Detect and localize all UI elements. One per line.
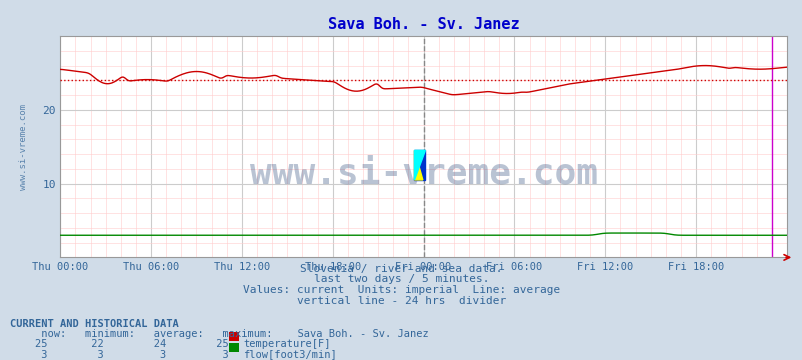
Text: Values: current  Units: imperial  Line: average: Values: current Units: imperial Line: av… bbox=[242, 285, 560, 295]
Text: www.si-vreme.com: www.si-vreme.com bbox=[19, 104, 28, 190]
Text: Slovenia / river and sea data.: Slovenia / river and sea data. bbox=[300, 264, 502, 274]
Text: 3        3         3         3: 3 3 3 3 bbox=[10, 350, 228, 360]
Text: www.si-vreme.com: www.si-vreme.com bbox=[249, 156, 597, 190]
Title: Sava Boh. - Sv. Janez: Sava Boh. - Sv. Janez bbox=[327, 17, 519, 32]
Polygon shape bbox=[414, 150, 425, 180]
Text: temperature[F]: temperature[F] bbox=[243, 339, 330, 349]
Text: last two days / 5 minutes.: last two days / 5 minutes. bbox=[314, 274, 488, 284]
Text: now:   minimum:   average:   maximum:    Sava Boh. - Sv. Janez: now: minimum: average: maximum: Sava Boh… bbox=[10, 329, 427, 339]
Text: vertical line - 24 hrs  divider: vertical line - 24 hrs divider bbox=[297, 296, 505, 306]
Text: CURRENT AND HISTORICAL DATA: CURRENT AND HISTORICAL DATA bbox=[10, 319, 178, 329]
Polygon shape bbox=[414, 150, 425, 180]
Text: 25       22        24        25: 25 22 24 25 bbox=[10, 339, 228, 349]
Text: flow[foot3/min]: flow[foot3/min] bbox=[243, 350, 337, 360]
Polygon shape bbox=[414, 150, 423, 180]
